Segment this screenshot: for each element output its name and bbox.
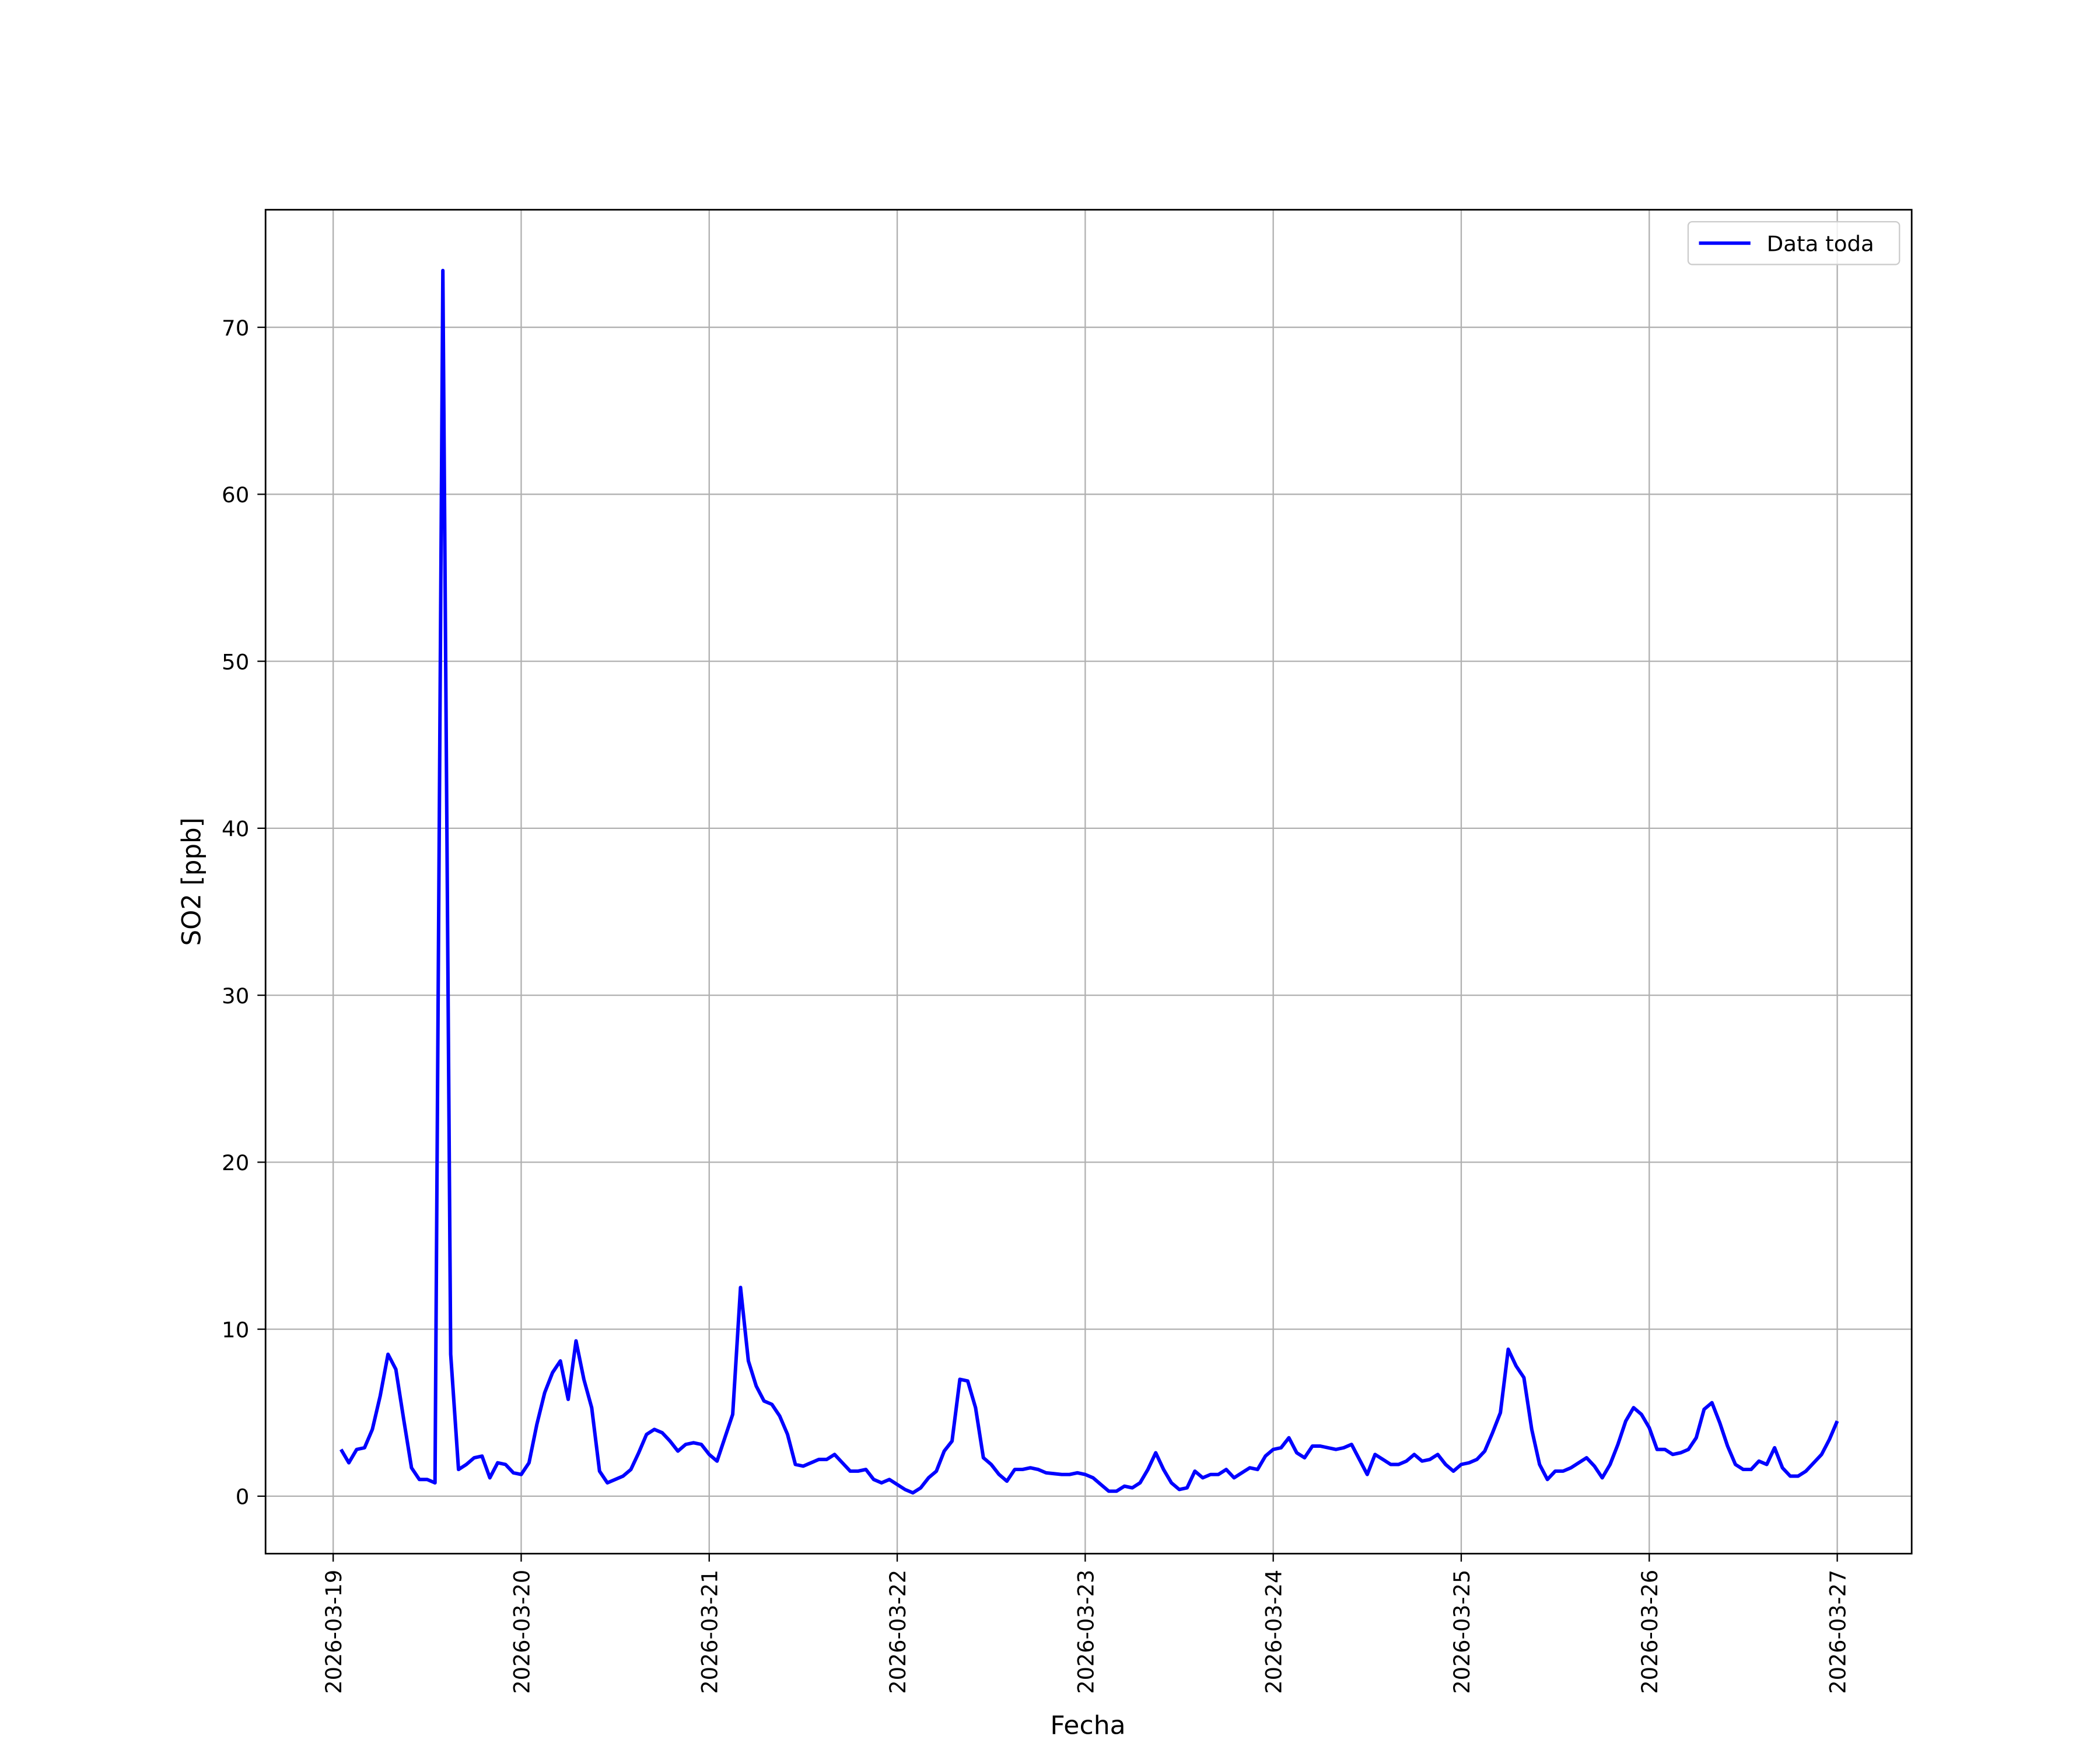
x-tick-label: 2026-03-19	[321, 1570, 346, 1694]
data-line	[339, 268, 1839, 1495]
y-tick-label: 70	[222, 316, 249, 341]
axes-frame	[264, 209, 1913, 1555]
y-tick-label: 50	[222, 650, 249, 675]
x-axis-label: Fecha	[1050, 1711, 1125, 1741]
x-tick-label: 2026-03-20	[509, 1570, 534, 1694]
grid	[265, 209, 1912, 1554]
x-tick-label: 2026-03-25	[1450, 1570, 1475, 1694]
y-tick-label: 0	[236, 1485, 250, 1510]
x-tick-label: 2026-03-23	[1073, 1570, 1098, 1694]
x-tick-label: 2026-03-21	[697, 1570, 722, 1694]
y-tick-label: 10	[222, 1318, 249, 1343]
ticks: 0 10 20 30 40 50 60 70 2026-03-19 2026-03-20 2026-…	[222, 316, 1851, 1694]
x-tick-label: 2026-03-27	[1825, 1570, 1850, 1694]
y-tick-label: 60	[222, 482, 249, 508]
legend-label: Data toda	[1767, 232, 1874, 257]
x-tick-label: 2026-03-26	[1637, 1570, 1662, 1694]
legend: Data toda	[1687, 221, 1901, 265]
y-tick-label: 20	[222, 1150, 249, 1175]
y-tick-label: 30	[222, 984, 249, 1009]
x-tick-label: 2026-03-22	[886, 1570, 911, 1694]
plot-area	[339, 268, 1839, 1495]
legend-box	[1687, 221, 1901, 265]
x-tick-label: 2026-03-24	[1261, 1570, 1286, 1694]
y-tick-label: 40	[222, 817, 249, 842]
y-axis-label: SO2 [ppb]	[177, 817, 206, 946]
